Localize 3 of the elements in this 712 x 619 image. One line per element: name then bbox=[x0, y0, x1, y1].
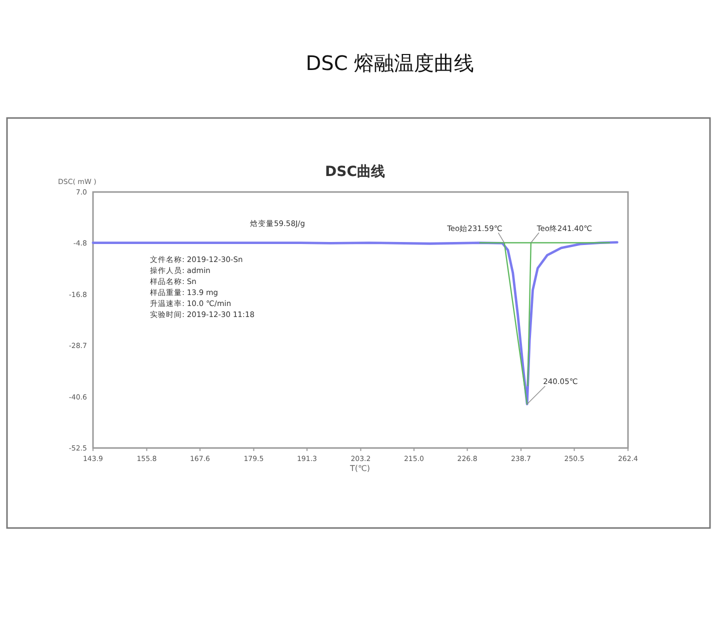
chart-subtitle: DSC曲线 bbox=[325, 164, 385, 180]
chart-title: DSC 熔融温度曲线 bbox=[306, 51, 474, 75]
x-axis-title: T(℃) bbox=[348, 464, 370, 473]
